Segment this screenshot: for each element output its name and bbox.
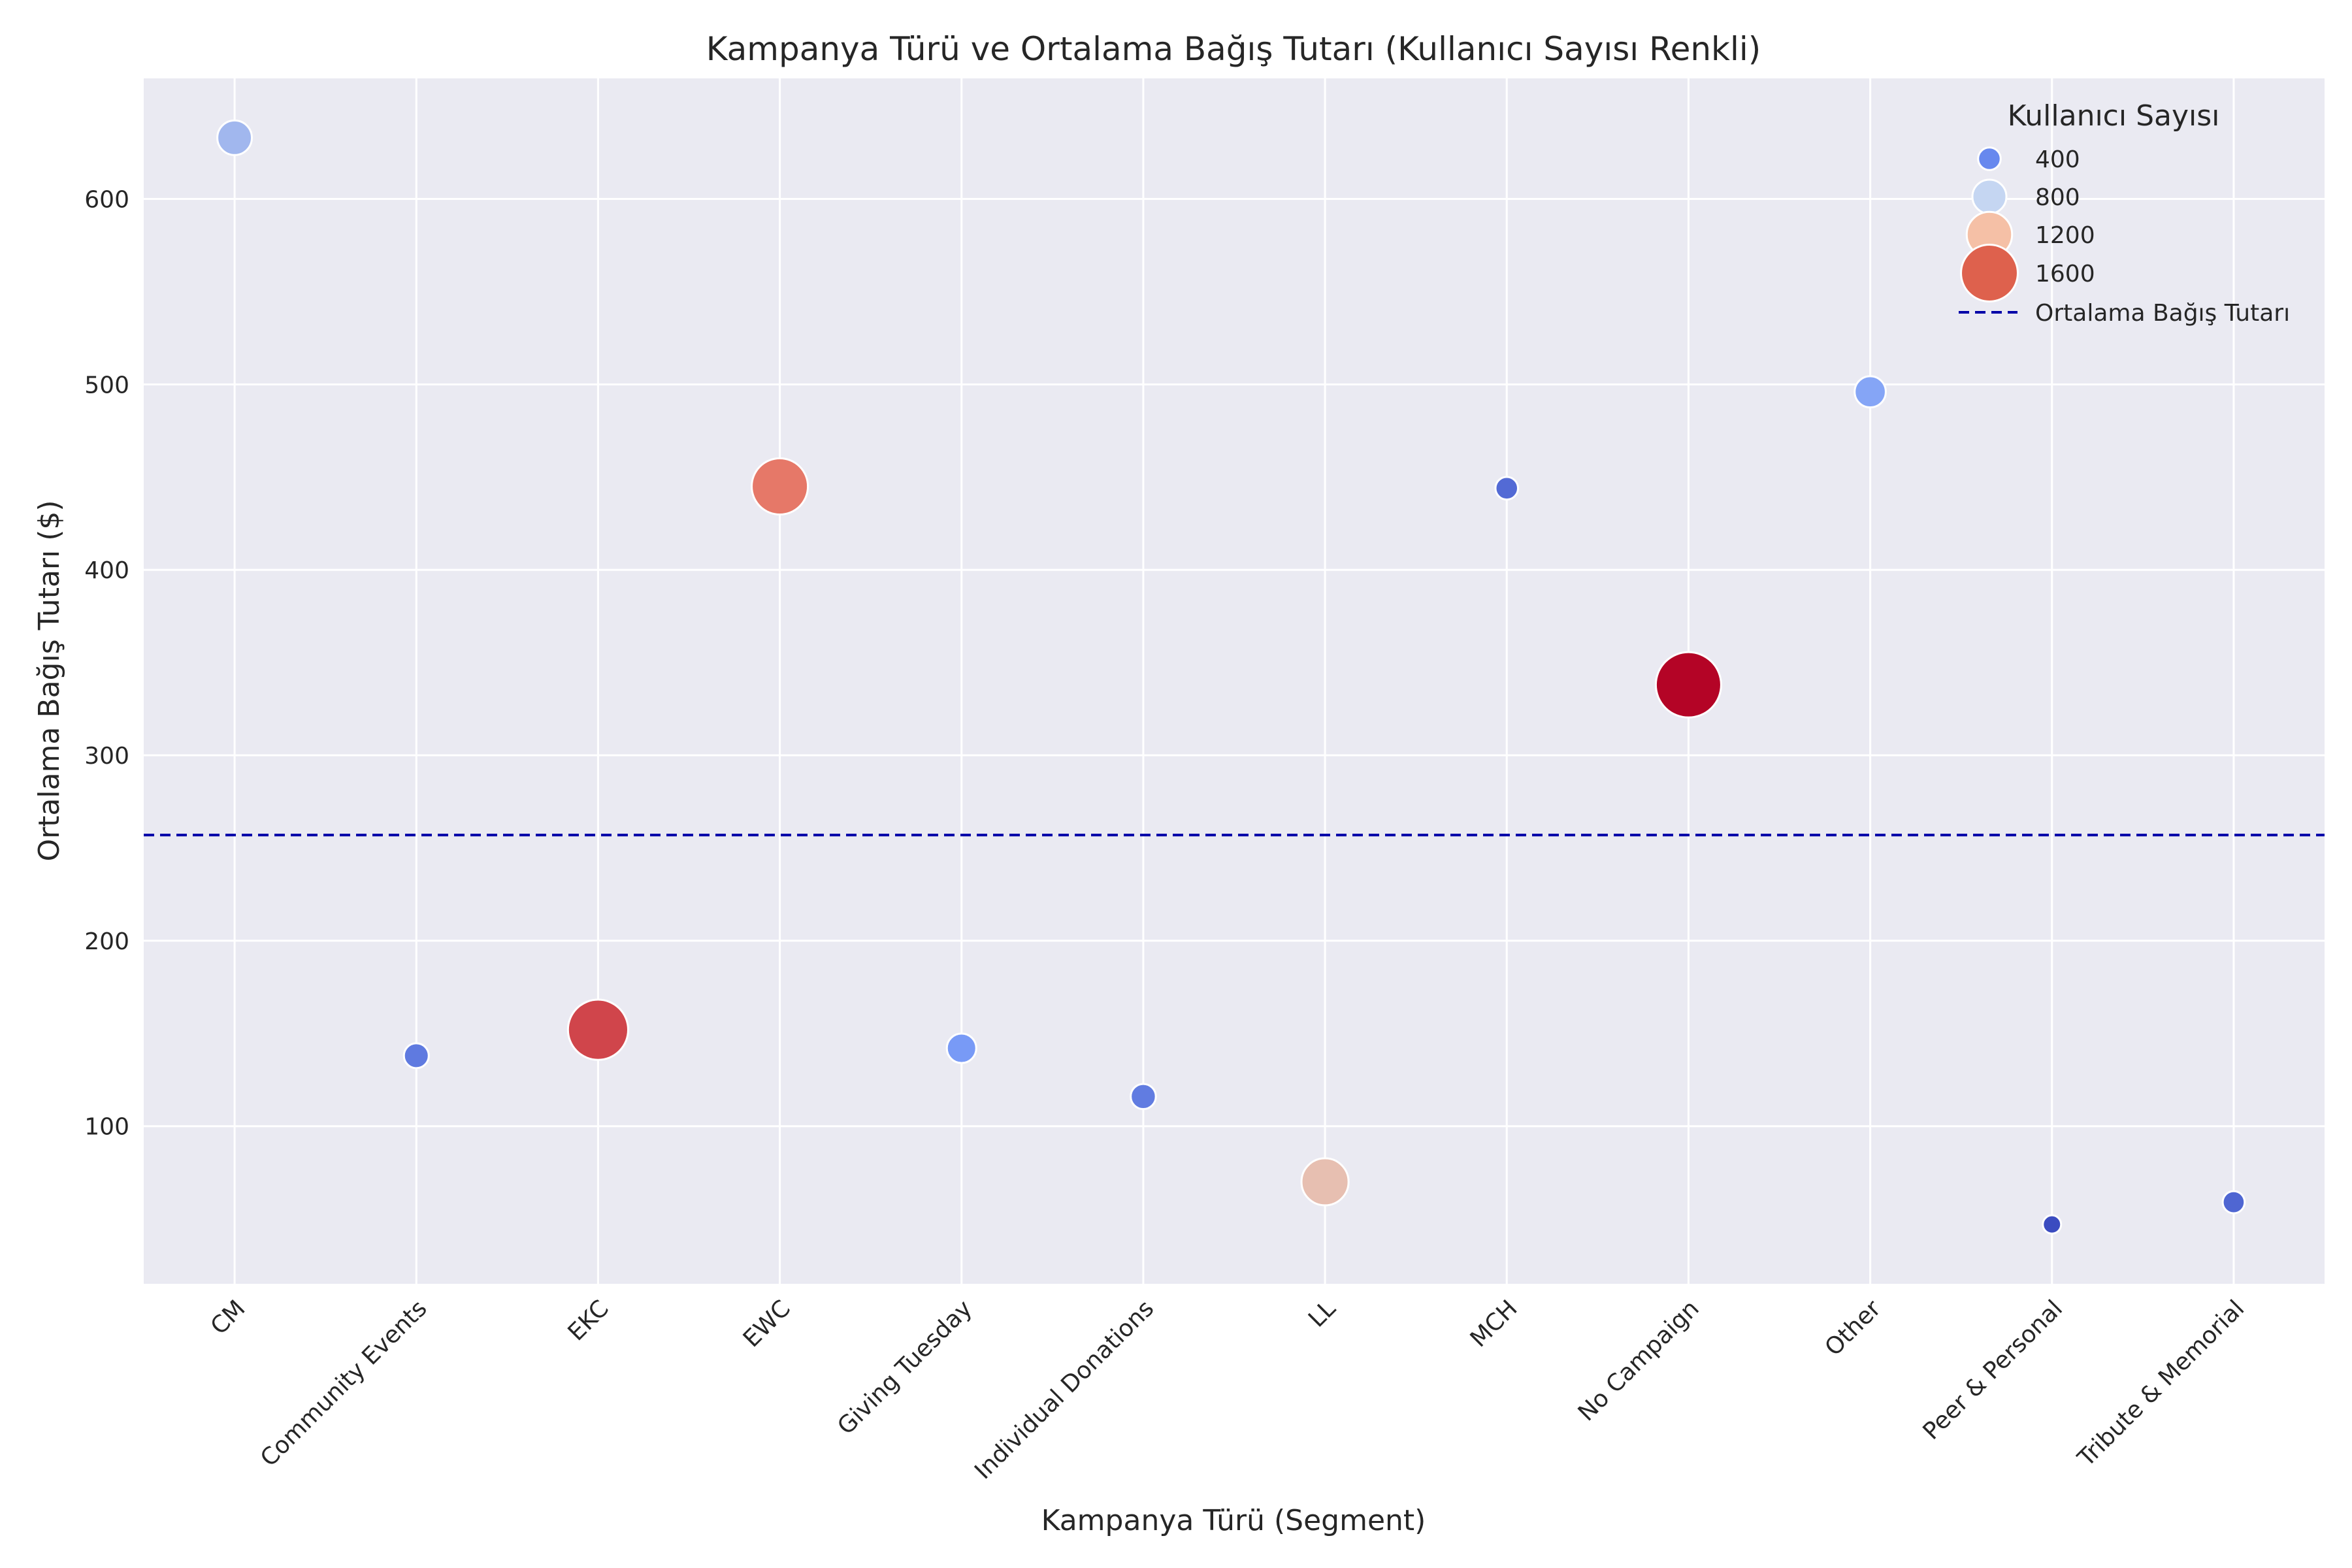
- y-axis-label: Ortalama Bağış Tutarı ($): [33, 500, 66, 861]
- data-points: [216, 119, 2246, 1235]
- legend-label-1200: 1200: [2035, 222, 2095, 249]
- point-ewc: [751, 457, 809, 515]
- x-tick-label: CM: [206, 1295, 251, 1340]
- point-no-campaign: [1654, 651, 1722, 719]
- y-tick-label: 100: [84, 1114, 129, 1141]
- x-tick-label: EKC: [563, 1295, 614, 1346]
- x-tick-label: Community Events: [255, 1295, 433, 1472]
- legend-title: Kullanıcı Sayısı: [2008, 99, 2220, 133]
- x-tick-labels: CM Community Events EKC EWC Giving TuesdayIn…: [206, 1295, 2250, 1484]
- y-tick-labels: 100 200 300 400 500 600: [84, 187, 129, 1141]
- x-tick-label: EWC: [738, 1295, 796, 1352]
- chart-title: Kampanya Türü ve Ortalama Bağış Tutarı (…: [706, 30, 1761, 68]
- point-giving-tuesday: [945, 1032, 977, 1064]
- point-cm: [216, 119, 253, 156]
- legend-marker-800: [1971, 178, 2008, 215]
- x-tick-label: Individual Donations: [970, 1295, 1159, 1484]
- legend-label-1600: 1600: [2035, 261, 2095, 287]
- y-tick-label: 300: [84, 743, 129, 770]
- legend-label-mean-line: Ortalama Bağış Tutarı: [2035, 300, 2290, 327]
- x-tick-label: No Campaign: [1573, 1295, 1705, 1426]
- y-tick-label: 400: [84, 557, 129, 584]
- x-tick-label: Giving Tuesday: [832, 1295, 977, 1440]
- x-axis-label: Kampanya Türü (Segment): [1041, 1504, 1426, 1537]
- point-ll: [1300, 1157, 1350, 1207]
- legend-marker-400: [1977, 146, 2002, 171]
- point-individual-donations: [1130, 1083, 1157, 1111]
- legend-marker-1600: [1960, 244, 2019, 302]
- y-tick-label: 200: [84, 928, 129, 955]
- legend-label-400: 400: [2035, 146, 2080, 173]
- y-tick-label: 600: [84, 187, 129, 214]
- x-tick-label: Other: [1820, 1295, 1886, 1361]
- x-tick-label: LL: [1303, 1295, 1341, 1332]
- x-tick-label: Peer & Personal: [1918, 1295, 2068, 1445]
- legend-label-800: 800: [2035, 184, 2080, 211]
- y-tick-label: 500: [84, 372, 129, 399]
- point-peer-personal: [2042, 1214, 2063, 1235]
- point-ekc: [566, 998, 629, 1061]
- point-other: [1854, 375, 1887, 409]
- x-tick-label: Tribute & Memorial: [2072, 1295, 2249, 1472]
- x-tick-label: MCH: [1465, 1295, 1523, 1352]
- legend: Kullanıcı Sayısı 400 800 1200 1600 Ortalama …: [1959, 99, 2290, 327]
- point-mch: [1494, 476, 1520, 501]
- point-tribute-memorial: [2221, 1190, 2246, 1215]
- point-community-events: [402, 1042, 430, 1070]
